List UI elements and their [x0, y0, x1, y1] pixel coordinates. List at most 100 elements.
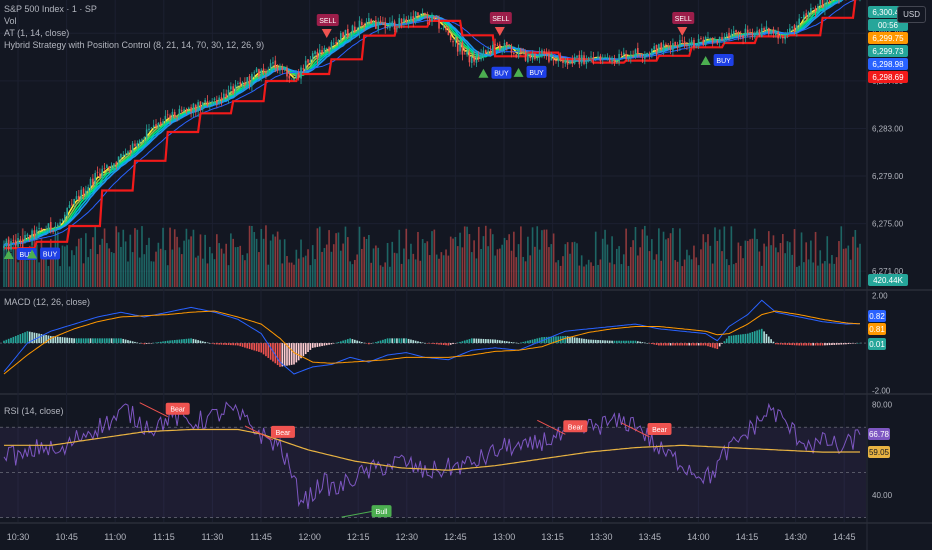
macd-histogram-bar: [849, 343, 852, 344]
candle-body: [92, 178, 94, 185]
volume-bar: [466, 226, 468, 287]
candle-body: [765, 26, 768, 31]
candle-body: [300, 67, 302, 79]
currency-button[interactable]: USD: [897, 6, 926, 23]
macd-histogram-bar: [648, 343, 651, 344]
macd-histogram-bar: [204, 341, 206, 344]
volume-bar: [344, 226, 347, 287]
candle-body: [606, 58, 609, 60]
volume-bar: [585, 264, 588, 287]
macd-histogram-bar: [611, 340, 613, 344]
volume-bar: [625, 228, 627, 287]
volume-bar: [491, 234, 494, 287]
volume-bar: [87, 257, 90, 287]
volume-bar: [597, 264, 599, 287]
candle-body: [35, 229, 38, 239]
macd-histogram-bar: [746, 333, 749, 344]
legend-rsi: RSI (14, close): [4, 406, 64, 416]
macd-histogram-bar: [346, 339, 349, 344]
volume-bar: [162, 227, 164, 287]
macd-histogram-bar: [197, 340, 199, 344]
candles: [3, 0, 861, 253]
macd-histogram-bar: [211, 343, 213, 344]
candle-body: [515, 54, 518, 58]
candle-body: [819, 0, 822, 5]
macd-histogram-bar: [753, 331, 756, 344]
macd-histogram-bar: [489, 339, 492, 344]
candle-body: [632, 56, 634, 58]
volume-bar: [71, 250, 73, 287]
volume-bar: [506, 240, 508, 287]
volume-bar: [389, 266, 391, 287]
candle-body: [573, 56, 576, 64]
macd-histogram-bar: [527, 340, 529, 344]
candle-body: [470, 56, 473, 63]
macd-histogram-bar: [442, 343, 445, 345]
volume-bar: [47, 266, 50, 287]
macd-histogram-bar: [508, 341, 510, 344]
candle-body: [751, 32, 754, 38]
macd-histogram-bar: [194, 339, 197, 344]
candle-body: [774, 32, 777, 36]
candle-body: [234, 84, 237, 93]
candle-body: [791, 26, 793, 28]
volume-bar: [767, 231, 770, 287]
macd-histogram-bar: [473, 338, 475, 344]
macd-histogram-bar: [143, 343, 146, 345]
macd-histogram-bar: [587, 339, 590, 344]
macd-value-label: 0.81: [869, 325, 885, 334]
volume-bar: [220, 248, 223, 287]
volume-bar: [26, 260, 29, 287]
candle-body: [629, 55, 632, 58]
sell-label: SELL: [492, 16, 509, 23]
candle-body: [370, 19, 373, 24]
volume-bar: [449, 236, 452, 287]
macd-histogram-bar: [316, 343, 319, 347]
volume-bar: [552, 233, 555, 287]
candle-body: [548, 53, 550, 62]
volume-bar: [798, 265, 801, 287]
candle-body: [354, 26, 356, 32]
macd-histogram-bar: [847, 343, 850, 345]
candle-body: [569, 60, 571, 64]
volume-bar: [379, 265, 382, 287]
candle-body: [295, 73, 298, 79]
volume-bar: [435, 254, 438, 287]
macd-histogram-bar: [171, 340, 174, 344]
volume-bar: [627, 265, 630, 287]
candle-body: [735, 30, 737, 33]
candle-body: [718, 36, 721, 43]
macd-histogram-bar: [618, 340, 620, 344]
macd-histogram-bar: [716, 343, 719, 350]
volume-bar: [134, 228, 136, 287]
volume-bar: [75, 246, 78, 287]
buy-arrow-icon: [3, 250, 14, 259]
macd-histogram-bar: [377, 341, 380, 344]
candle-body: [173, 112, 176, 118]
macd-histogram-bar: [127, 340, 129, 344]
candle-body: [405, 18, 408, 23]
macd-histogram-bar: [452, 343, 454, 345]
macd-histogram-bar: [594, 339, 597, 344]
macd-histogram-bar: [407, 338, 410, 344]
candle-body: [47, 223, 50, 230]
candle-body: [225, 93, 228, 99]
candle-body: [178, 108, 181, 118]
volume-bar: [201, 258, 204, 287]
volume-bar: [31, 235, 33, 287]
macd-histogram-bar: [276, 343, 279, 366]
macd-histogram-bar: [770, 339, 772, 344]
macd-histogram-bar: [564, 335, 567, 344]
candle-body: [695, 46, 698, 48]
candle-body: [56, 224, 59, 227]
volume-bar: [260, 228, 263, 287]
macd-histogram-bar: [644, 342, 646, 344]
macd-histogram-bar: [321, 343, 323, 347]
macd-histogram-bar: [323, 343, 326, 346]
candle-body: [78, 195, 80, 200]
macd-histogram-bar: [658, 343, 660, 346]
candle-body: [784, 35, 786, 40]
macd-histogram-bar: [681, 343, 684, 346]
macd-histogram-bar: [356, 340, 358, 344]
